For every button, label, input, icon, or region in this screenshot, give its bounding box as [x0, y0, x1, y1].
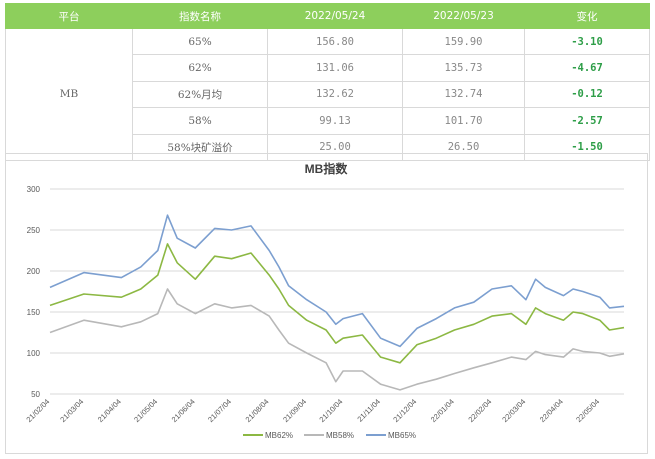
x-tick-label: 21/12/04 [391, 397, 418, 424]
index-name-cell: 65% [132, 27, 268, 56]
index-name-cell: 58% [132, 107, 268, 135]
chart-panel: MB指数 50 100 150 200 250 300 21/02/04 21/03/04 2… [5, 153, 648, 454]
x-tick-label: 21/06/04 [170, 397, 197, 424]
value-cell-date-1: 99.13 [267, 107, 403, 135]
legend-label: MB65% [388, 431, 416, 440]
x-tick-label: 21/03/04 [58, 397, 85, 424]
value-cell-date-1: 25.00 [267, 133, 403, 161]
x-tick-label: 22/01/04 [429, 397, 456, 424]
table-row: 62%月均 132.62 132.74 -0.12 [6, 80, 650, 109]
x-tick-label: 21/11/04 [355, 397, 382, 424]
value-cell-date-2: 135.73 [402, 54, 525, 82]
y-tick-label: 100 [27, 349, 41, 358]
index-name-cell: 62% [132, 54, 268, 82]
index-name-cell: 58%块矿溢价 [132, 133, 268, 161]
y-tick-label: 300 [27, 185, 41, 194]
x-tick-label: 21/07/04 [206, 397, 233, 424]
table-row: 58% 99.13 101.70 -2.57 [6, 107, 650, 135]
chart-title: MB指数 [305, 161, 349, 176]
x-tick-label: 21/02/04 [24, 397, 51, 424]
x-tick-label: 21/10/04 [317, 397, 344, 424]
change-cell: -1.50 [524, 133, 650, 161]
table-header-row: 平台 指数名称 2022/05/24 2022/05/23 变化 [5, 3, 650, 29]
y-tick-label: 150 [27, 308, 41, 317]
value-cell-date-2: 101.70 [402, 107, 525, 135]
x-tick-label: 22/02/04 [466, 397, 493, 424]
series-line-mb65 [49, 214, 625, 348]
x-tick-label: 22/04/04 [538, 397, 565, 424]
change-cell: -4.67 [524, 54, 650, 82]
change-cell: -2.57 [524, 107, 650, 135]
series-line-mb58 [49, 288, 625, 391]
header-change: 变化 [524, 3, 650, 29]
x-tick-label: 21/05/04 [132, 397, 159, 424]
change-cell: -3.10 [524, 27, 650, 56]
header-date-1: 2022/05/24 [267, 3, 403, 29]
x-tick-label: 22/05/04 [574, 397, 601, 424]
header-date-2: 2022/05/23 [402, 3, 525, 29]
y-tick-label: 250 [27, 226, 41, 235]
change-cell: -0.12 [524, 80, 650, 109]
y-tick-label: 200 [27, 267, 41, 276]
legend-label: MB58% [326, 431, 354, 440]
x-tick-label: 21/04/04 [96, 397, 123, 424]
value-cell-date-2: 26.50 [402, 133, 525, 161]
y-tick-label: 50 [31, 390, 40, 399]
platform-cell: MB [5, 28, 133, 161]
index-table: 平台 指数名称 2022/05/24 2022/05/23 变化 MB 65% … [5, 3, 650, 161]
value-cell-date-1: 131.06 [267, 54, 403, 82]
x-tick-label: 21/09/04 [281, 397, 308, 424]
value-cell-date-2: 159.90 [402, 27, 525, 56]
mb-index-chart: MB指数 50 100 150 200 250 300 21/02/04 21/03/04 2… [24, 161, 625, 440]
legend-label: MB62% [265, 431, 293, 440]
x-tick-label: 22/03/04 [500, 397, 527, 424]
header-index-name: 指数名称 [132, 3, 268, 29]
table-row: 62% 131.06 135.73 -4.67 [6, 54, 650, 82]
x-tick-label: 21/08/04 [244, 397, 271, 424]
table-row: 58%块矿溢价 25.00 26.50 -1.50 [6, 133, 650, 161]
value-cell-date-1: 132.62 [267, 80, 403, 109]
table-row: MB 65% 156.80 159.90 -3.10 [5, 27, 650, 161]
series-line-mb62 [49, 243, 625, 364]
header-platform: 平台 [5, 3, 133, 29]
index-name-cell: 62%月均 [132, 80, 268, 109]
value-cell-date-1: 156.80 [267, 27, 403, 56]
value-cell-date-2: 132.74 [402, 80, 525, 109]
